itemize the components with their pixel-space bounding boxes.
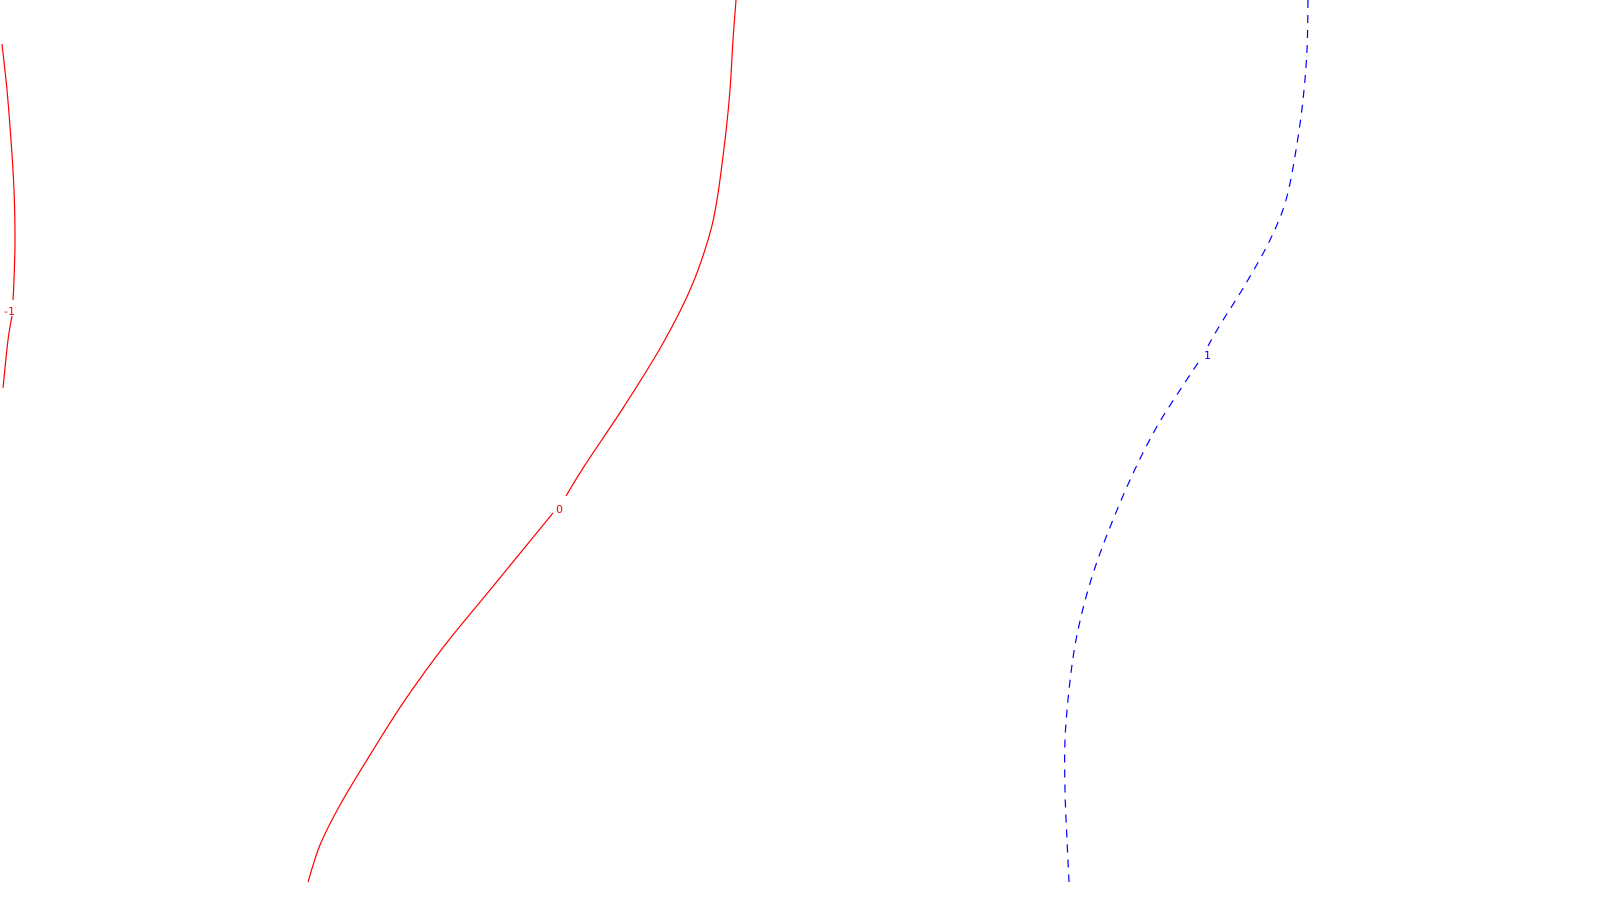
contour-label-level-1: 1 [1204, 349, 1211, 362]
contour-line-level-0-part-2 [307, 512, 554, 883]
contour-label-level-neg1: -1 [4, 305, 15, 318]
contour-line-level-1-part-1 [1207, 0, 1309, 347]
contour-line-level-0-part-1 [565, 0, 737, 497]
contour-label-level-0: 0 [556, 503, 563, 516]
contour-lines [1, 0, 1309, 883]
contour-line-level-1-part-2 [1064, 362, 1199, 883]
contour-line-level-neg1-part-1 [1, 43, 16, 301]
contour-labels: -1 0 1 [4, 305, 1211, 516]
contour-line-level-neg1-part-2 [2, 315, 13, 389]
